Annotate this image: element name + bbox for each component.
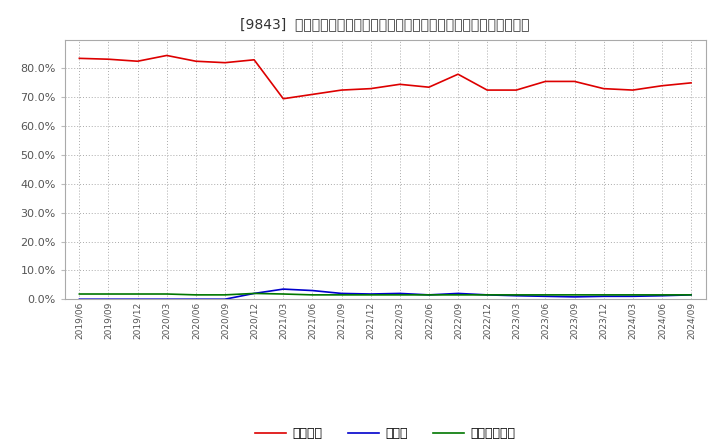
繰延税金資産 bbox=[599, 292, 608, 297]
繰延税金資産 bbox=[395, 292, 404, 297]
自己資本 bbox=[308, 92, 317, 97]
繰延税金資産 bbox=[192, 292, 200, 297]
自己資本 bbox=[366, 86, 375, 91]
のれん bbox=[629, 293, 637, 299]
のれん bbox=[570, 294, 579, 300]
繰延税金資産 bbox=[687, 292, 696, 297]
自己資本 bbox=[541, 79, 550, 84]
Line: のれん: のれん bbox=[79, 289, 691, 299]
繰延税金資産 bbox=[454, 292, 462, 297]
のれん bbox=[133, 297, 142, 302]
繰延税金資産 bbox=[483, 292, 492, 297]
自己資本 bbox=[133, 59, 142, 64]
自己資本 bbox=[163, 53, 171, 58]
のれん bbox=[104, 297, 113, 302]
のれん bbox=[308, 288, 317, 293]
Line: 繰延税金資産: 繰延税金資産 bbox=[79, 293, 691, 295]
自己資本 bbox=[425, 84, 433, 90]
繰延税金資産 bbox=[250, 291, 258, 296]
繰延税金資産 bbox=[104, 291, 113, 297]
自己資本 bbox=[454, 72, 462, 77]
自己資本 bbox=[687, 80, 696, 85]
繰延税金資産 bbox=[75, 291, 84, 297]
自己資本 bbox=[337, 88, 346, 93]
のれん bbox=[395, 291, 404, 296]
Legend: 自己資本, のれん, 繰延税金資産: 自己資本, のれん, 繰延税金資産 bbox=[251, 422, 521, 440]
のれん bbox=[454, 291, 462, 296]
自己資本 bbox=[279, 96, 287, 101]
Line: 自己資本: 自己資本 bbox=[79, 55, 691, 99]
のれん bbox=[337, 291, 346, 296]
自己資本 bbox=[570, 79, 579, 84]
繰延税金資産 bbox=[629, 292, 637, 297]
繰延税金資産 bbox=[220, 292, 229, 297]
のれん bbox=[599, 293, 608, 299]
繰延税金資産 bbox=[133, 291, 142, 297]
繰延税金資産 bbox=[163, 291, 171, 297]
のれん bbox=[192, 297, 200, 302]
繰延税金資産 bbox=[279, 291, 287, 297]
のれん bbox=[483, 292, 492, 297]
自己資本 bbox=[395, 82, 404, 87]
のれん bbox=[541, 293, 550, 299]
のれん bbox=[657, 293, 666, 298]
のれん bbox=[366, 291, 375, 297]
繰延税金資産 bbox=[308, 292, 317, 297]
繰延税金資産 bbox=[512, 292, 521, 297]
のれん bbox=[425, 292, 433, 297]
自己資本 bbox=[599, 86, 608, 91]
自己資本 bbox=[483, 88, 492, 93]
のれん bbox=[512, 293, 521, 298]
自己資本 bbox=[657, 83, 666, 88]
自己資本 bbox=[192, 59, 200, 64]
自己資本 bbox=[104, 57, 113, 62]
繰延税金資産 bbox=[570, 292, 579, 297]
繰延税金資産 bbox=[366, 292, 375, 297]
のれん bbox=[75, 297, 84, 302]
繰延税金資産 bbox=[337, 292, 346, 297]
Title: [9843]  自己資本、のれん、繰延税金資産の総資産に対する比率の推移: [9843] 自己資本、のれん、繰延税金資産の総資産に対する比率の推移 bbox=[240, 18, 530, 32]
繰延税金資産 bbox=[425, 292, 433, 297]
繰延税金資産 bbox=[657, 292, 666, 297]
のれん bbox=[163, 297, 171, 302]
自己資本 bbox=[512, 88, 521, 93]
のれん bbox=[279, 286, 287, 292]
自己資本 bbox=[220, 60, 229, 65]
自己資本 bbox=[75, 56, 84, 61]
のれん bbox=[220, 297, 229, 302]
繰延税金資産 bbox=[541, 292, 550, 297]
自己資本 bbox=[629, 88, 637, 93]
自己資本 bbox=[250, 57, 258, 62]
のれん bbox=[250, 291, 258, 296]
のれん bbox=[687, 292, 696, 297]
